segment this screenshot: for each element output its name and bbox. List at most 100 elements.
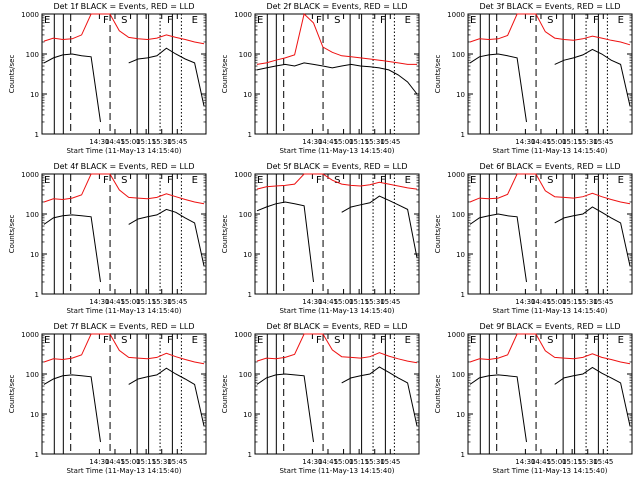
x-tick-label: 15:00 <box>120 138 140 146</box>
x-tick-label: 15:45 <box>593 298 613 306</box>
x-axis-label: Start Time (11-May-13 14:15:40) <box>66 307 181 315</box>
segment-label: F <box>529 335 535 346</box>
x-tick-label: 14:45 <box>531 458 551 466</box>
y-tick-label: 10 <box>30 411 39 419</box>
lld-series-line <box>256 173 418 190</box>
y-tick-label: 100 <box>26 51 39 59</box>
events-series-line <box>469 206 631 283</box>
segment-label: F <box>380 175 386 186</box>
y-tick-label: 1000 <box>447 11 465 19</box>
y-tick-label: 10 <box>456 251 465 259</box>
segment-label: E <box>192 175 198 186</box>
segment-label: S <box>334 15 340 26</box>
chart-title: Det 7f BLACK = Events, RED = LLD <box>53 322 194 331</box>
events-series-line <box>43 367 205 443</box>
segment-label: E <box>470 175 476 186</box>
x-tick-label: 14:45 <box>531 138 551 146</box>
segment-label: F <box>529 15 535 26</box>
x-tick-label: 15:45 <box>593 138 613 146</box>
x-axis-label: Start Time (11-May-13 14:15:40) <box>492 307 607 315</box>
x-tick-label: 15:30 <box>152 138 172 146</box>
x-tick-label: 15:30 <box>152 458 172 466</box>
segment-label: S <box>121 15 127 26</box>
y-tick-label: 1 <box>35 451 39 459</box>
y-axis-label: Counts/sec <box>434 215 442 254</box>
events-series-line <box>256 195 418 283</box>
segment-label: F <box>593 15 599 26</box>
x-axis-label: Start Time (11-May-13 14:15:40) <box>279 467 394 475</box>
segment-label: F <box>103 15 109 26</box>
x-tick-label: 14:45 <box>318 298 338 306</box>
segment-label: F <box>103 335 109 346</box>
chart-panel: Det 7f BLACK = Events, RED = LLD 1 10 100 10… <box>8 322 207 475</box>
segment-label: F <box>103 175 109 186</box>
segment-label: S <box>121 175 127 186</box>
segment-label: S <box>334 335 340 346</box>
y-axis-label: Counts/sec <box>8 55 16 94</box>
x-tick-label: 15:00 <box>546 298 566 306</box>
x-tick-label: 15:30 <box>578 138 598 146</box>
chart-panel: Det 8f BLACK = Events, RED = LLD 1 10 100 10… <box>221 322 420 475</box>
x-tick-label: 14:30 <box>89 298 109 306</box>
segment-label: E <box>618 335 624 346</box>
x-tick-label: 14:30 <box>515 458 535 466</box>
y-tick-label: 1000 <box>447 331 465 339</box>
x-tick-label: 15:45 <box>380 458 400 466</box>
x-tick-label: 14:30 <box>515 138 535 146</box>
segment-label: E <box>192 15 198 26</box>
segment-label: E <box>405 335 411 346</box>
segment-label: E <box>470 335 476 346</box>
y-tick-label: 10 <box>456 91 465 99</box>
segment-label: E <box>405 15 411 26</box>
x-tick-label: 14:45 <box>531 298 551 306</box>
y-tick-label: 1 <box>461 291 465 299</box>
y-tick-label: 100 <box>239 371 252 379</box>
segment-label: E <box>192 335 198 346</box>
chart-panel: Det 2f BLACK = Events, RED = LLD 1 10 100 10… <box>221 2 420 155</box>
x-tick-label: 15:45 <box>167 138 187 146</box>
segment-label: S <box>547 335 553 346</box>
y-tick-label: 1000 <box>234 331 252 339</box>
chart-panel: Det 1f BLACK = Events, RED = LLD 1 10 100 10… <box>8 2 207 155</box>
chart-panel: Det 5f BLACK = Events, RED = LLD 1 10 100 10… <box>221 162 420 315</box>
lld-series-line <box>469 13 631 46</box>
y-tick-label: 100 <box>239 51 252 59</box>
y-tick-label: 1 <box>248 291 252 299</box>
chart-panel: Det 6f BLACK = Events, RED = LLD 1 10 100 10… <box>434 162 633 315</box>
x-tick-label: 15:15 <box>562 138 582 146</box>
x-axis-label: Start Time (11-May-13 14:15:40) <box>492 467 607 475</box>
chart-title: Det 5f BLACK = Events, RED = LLD <box>266 162 407 171</box>
x-tick-label: 15:15 <box>562 458 582 466</box>
x-tick-label: 15:00 <box>546 138 566 146</box>
segment-label: F <box>167 335 173 346</box>
segment-label: F <box>593 175 599 186</box>
segment-label: F <box>380 15 386 26</box>
y-tick-label: 100 <box>452 211 465 219</box>
segment-label: S <box>547 15 553 26</box>
x-axis-label: Start Time (11-May-13 14:15:40) <box>492 147 607 155</box>
chart-title: Det 1f BLACK = Events, RED = LLD <box>53 2 194 11</box>
chart-title: Det 2f BLACK = Events, RED = LLD <box>266 2 407 11</box>
x-tick-label: 15:45 <box>167 458 187 466</box>
x-tick-label: 14:30 <box>302 298 322 306</box>
x-tick-label: 14:30 <box>515 298 535 306</box>
events-series-line <box>43 208 205 283</box>
x-tick-label: 15:00 <box>120 458 140 466</box>
x-tick-label: 15:30 <box>365 298 385 306</box>
x-tick-label: 15:45 <box>167 298 187 306</box>
y-axis-label: Counts/sec <box>434 55 442 94</box>
x-tick-label: 15:30 <box>578 298 598 306</box>
x-tick-label: 15:15 <box>136 458 156 466</box>
y-tick-label: 1000 <box>447 171 465 179</box>
segment-label: E <box>257 15 263 26</box>
x-tick-label: 15:00 <box>333 138 353 146</box>
segment-label: S <box>121 335 127 346</box>
y-tick-label: 100 <box>26 371 39 379</box>
chart-title: Det 4f BLACK = Events, RED = LLD <box>53 162 194 171</box>
x-tick-label: 15:15 <box>349 138 369 146</box>
segment-label: F <box>593 335 599 346</box>
segment-label: E <box>618 15 624 26</box>
y-tick-label: 1 <box>461 451 465 459</box>
y-tick-label: 1000 <box>21 171 39 179</box>
